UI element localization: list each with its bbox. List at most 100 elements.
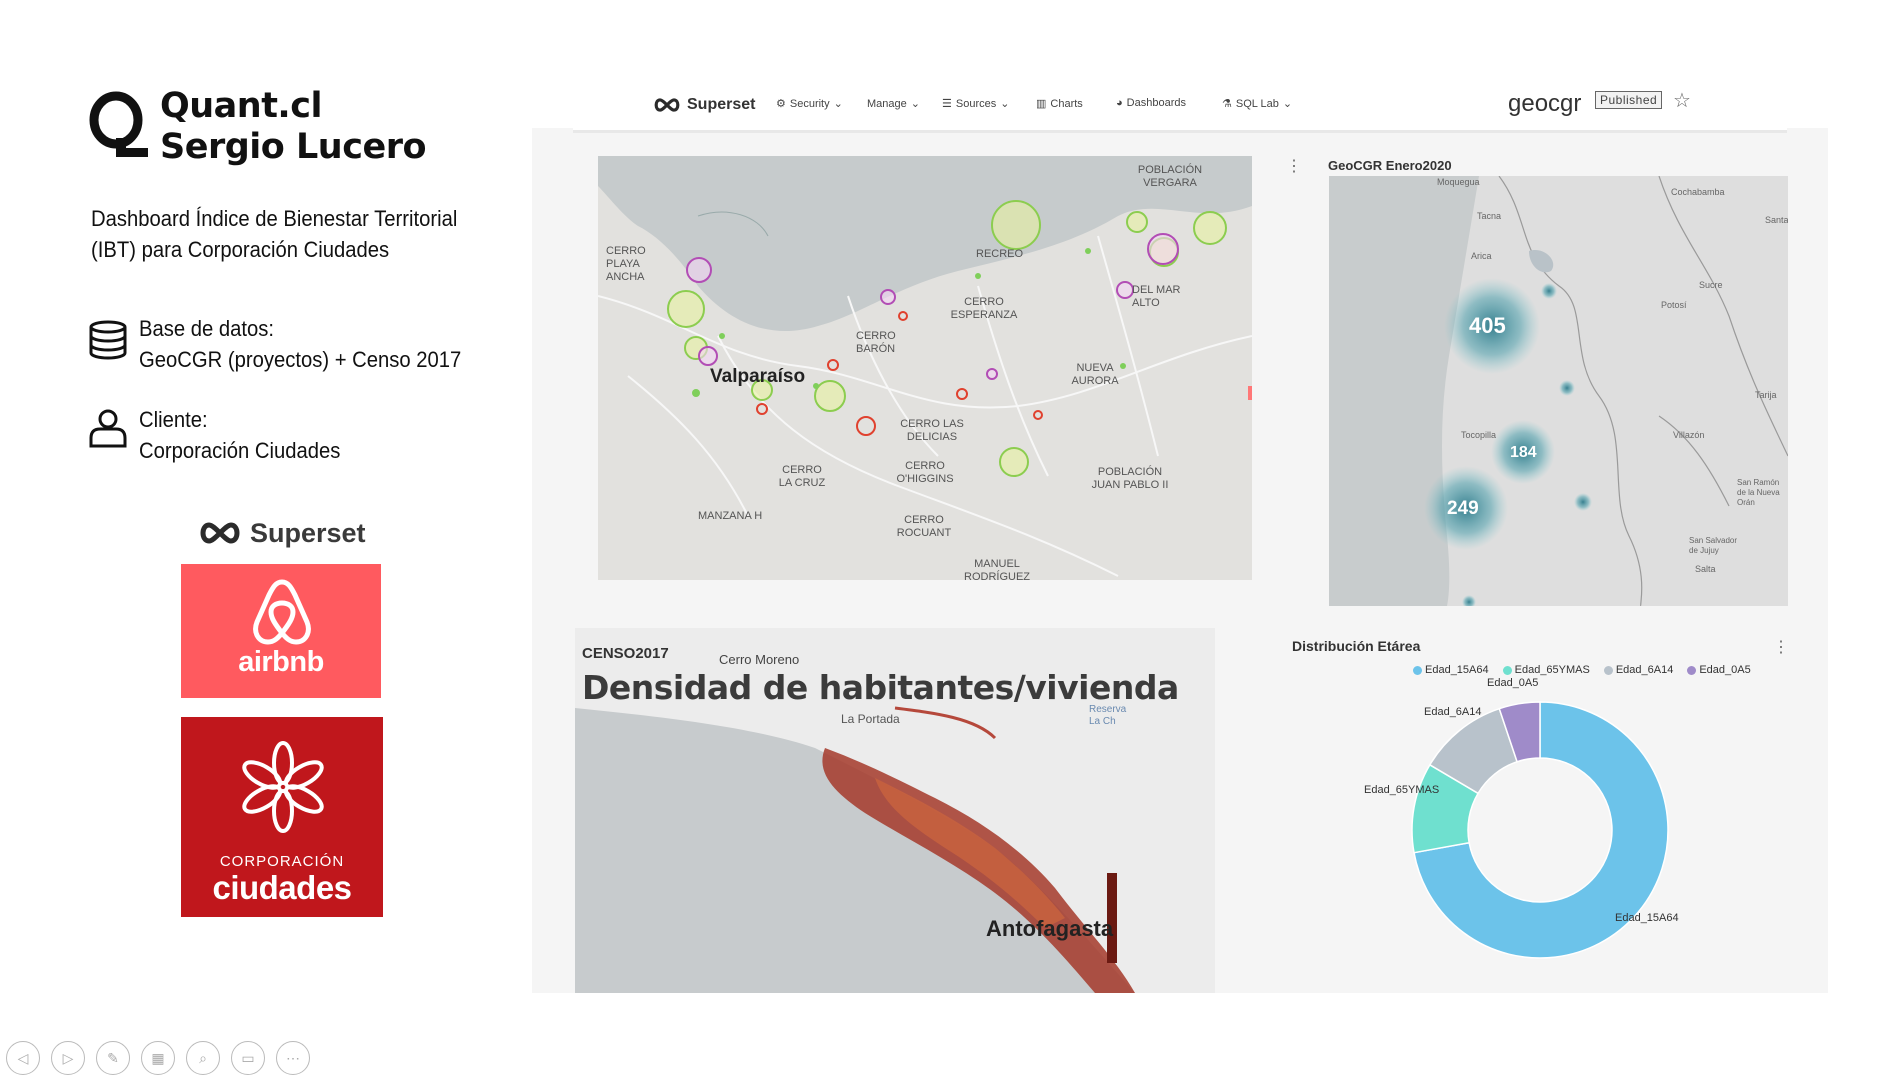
nav-dashboards[interactable]: ◕ Dashboards [1116, 97, 1186, 109]
donut-slice-edad_15a64[interactable] [1413, 701, 1669, 959]
cluster-bubbles [1424, 278, 1592, 606]
map-label-manuel-rodriguez: MANUEL RODRÍGUEZ [964, 558, 1030, 580]
geo-place-tacna: Tacna [1477, 211, 1502, 221]
navbar-logo-text: Superset [687, 96, 756, 113]
nav-manage[interactable]: Manage ⌄ [867, 97, 920, 111]
superset-logo-text: Superset [250, 517, 366, 548]
map-label-rocuant: CERRO ROCUANT [896, 514, 952, 539]
geo-place-moquegua: Moquegua [1437, 177, 1480, 187]
geo-place-oran: San Ramón de la Nueva Orán [1737, 478, 1780, 507]
pie-panel-menu-icon[interactable]: ⋮ [1773, 639, 1789, 656]
map-label-valparaiso: Valparaíso [710, 366, 806, 387]
grid-icon[interactable]: ▦ [141, 1041, 175, 1075]
map-markers [667, 200, 1252, 477]
donut-slice-edad_0a5[interactable] [1498, 701, 1541, 763]
pie-legend: Edad_15A64 Edad_65YMAS Edad_6A14 Edad_0A… [1413, 664, 1751, 676]
nav-charts[interactable]: ▥ Charts [1036, 97, 1083, 111]
geo-place-salta: Salta [1695, 564, 1716, 574]
valparaiso-map[interactable]: Valparaíso CERRO PLAYA ANCHA POBLACIÓN V… [598, 156, 1252, 580]
next-icon[interactable]: ▷ [51, 1041, 85, 1075]
zoom-icon[interactable]: ⌕ [186, 1041, 220, 1075]
nav-manage-label: Manage [867, 97, 907, 110]
database-icon: ☰ [942, 98, 952, 110]
censo-label: CENSO2017 [582, 645, 669, 662]
project-description: Dashboard Índice de Bienestar Territoria… [91, 203, 457, 265]
map-label-juan-pablo: POBLACIÓN JUAN PABLO II [1091, 466, 1169, 491]
navbar-logo[interactable]: Superset [653, 96, 755, 114]
description-line-2: (IBT) para Corporación Ciudades [91, 237, 390, 262]
legend-dot [1603, 665, 1613, 675]
legend-item-15a64[interactable]: Edad_15A64 [1413, 664, 1489, 676]
legend-item-6a14[interactable]: Edad_6A14 [1603, 664, 1674, 676]
geocgr-cluster-map[interactable]: 405 184 249 Moquegua Tacna Arica Cochaba… [1329, 176, 1788, 606]
map-label-nueva-aurora: NUEVA AURORA [1071, 362, 1119, 387]
prev-icon[interactable]: ◁ [6, 1041, 40, 1075]
nav-dashboards-label: Dashboards [1126, 97, 1186, 109]
cluster-label-249: 249 [1447, 498, 1479, 519]
more-icon[interactable]: ⋯ [276, 1041, 310, 1075]
legend-item-65ymas[interactable]: Edad_65YMAS [1502, 664, 1590, 676]
legend-dot [1502, 665, 1512, 675]
cluster-label-405: 405 [1469, 313, 1506, 338]
geo-place-tocopilla: Tocopilla [1461, 430, 1497, 440]
geo-place-tarija: Tarija [1755, 390, 1777, 400]
nav-security-label: Security [789, 97, 830, 110]
nav-sources[interactable]: ☰ Sources ⌄ [942, 97, 1010, 111]
airbnb-belo-icon [253, 579, 311, 645]
user-icon [89, 409, 127, 448]
chevron-down-icon: ⌄ [1000, 98, 1010, 110]
nav-security[interactable]: ⚙ Security ⌄ [776, 97, 843, 111]
flask-icon: ⚗ [1222, 98, 1232, 110]
censo-place-cerro-moreno: Cerro Moreno [719, 652, 800, 667]
bar-chart-icon: ▥ [1036, 98, 1047, 110]
map-label-ohiggins: CERRO O'HIGGINS [896, 460, 954, 485]
map-label-baron: CERRO BARÓN [856, 330, 896, 355]
gear-icon: ⚙ [776, 98, 786, 110]
geo-place-cochabamba: Cochabamba [1671, 187, 1725, 197]
author-name: Sergio Lucero [160, 127, 427, 167]
airbnb-text: airbnb [238, 646, 324, 678]
database-label: Base de datos: [139, 316, 275, 341]
legend-label: Edad_65YMAS [1514, 664, 1590, 676]
infinity-icon [654, 98, 680, 112]
censo-place-antofagasta: Antofagasta [986, 916, 1114, 941]
legend-label: Edad_0A5 [1699, 664, 1751, 676]
map-label-delicias: CERRO LAS DELICIAS [900, 418, 964, 443]
database-info: Base de datos: GeoCGR (proyectos) + Cens… [139, 313, 461, 375]
legend-dot [1413, 665, 1422, 675]
star-icon[interactable]: ☆ [1673, 90, 1691, 112]
airbnb-logo: airbnb [181, 564, 381, 698]
geo-place-sucre: Sucre [1699, 280, 1723, 290]
pie-panel-title: Distribución Etárea [1292, 638, 1421, 654]
nav-charts-label: Charts [1050, 97, 1083, 110]
corporacion-ciudades-logo: CORPORACIÓN ciudades [181, 717, 383, 917]
brand-block: Quant.cl Sergio Lucero [160, 86, 427, 168]
map-label-del-mar-alto: DEL MAR ALTO [1132, 284, 1181, 309]
geo-place-arica: Arica [1471, 251, 1492, 261]
ciudades-bottom-text: ciudades [212, 869, 352, 906]
slice-label-0a5: Edad_0A5 [1487, 677, 1539, 689]
ciudades-top-text: CORPORACIÓN [219, 853, 345, 870]
cluster-label-184: 184 [1510, 444, 1537, 461]
legend-item-0a5[interactable]: Edad_0A5 [1687, 664, 1751, 676]
subtitles-icon[interactable]: ▭ [231, 1041, 265, 1075]
slideshow-toolbar: ◁ ▷ ✎ ▦ ⌕ ▭ ⋯ [6, 1041, 310, 1075]
brand-name: Quant.cl [160, 86, 322, 126]
censo-density-map[interactable]: Cerro Moreno La Portada Antofagasta Rese… [575, 628, 1215, 993]
geo-place-potosi: Potosí [1661, 300, 1687, 310]
nav-sql-lab-label: SQL Lab [1235, 97, 1279, 110]
client-label: Cliente: [139, 407, 208, 432]
slice-label-6a14: Edad_6A14 [1424, 706, 1482, 718]
geo-panel-menu-icon[interactable]: ⋮ [1286, 158, 1302, 175]
map-label-la-cruz: CERRO LA CRUZ [778, 464, 826, 489]
superset-logo: Superset [198, 515, 366, 551]
map-label-manzana-h: MANZANA H [698, 510, 763, 522]
legend-label: Edad_6A14 [1615, 664, 1674, 676]
age-donut-chart[interactable] [1400, 690, 1680, 970]
nav-sql-lab[interactable]: ⚗ SQL Lab ⌄ [1222, 97, 1292, 111]
pen-icon[interactable]: ✎ [96, 1041, 130, 1075]
quant-logo-icon [89, 91, 148, 157]
published-badge[interactable]: Published [1595, 91, 1663, 109]
dashboard-icon: ◕ [1116, 97, 1123, 109]
censo-place-la-portada: La Portada [841, 712, 900, 726]
